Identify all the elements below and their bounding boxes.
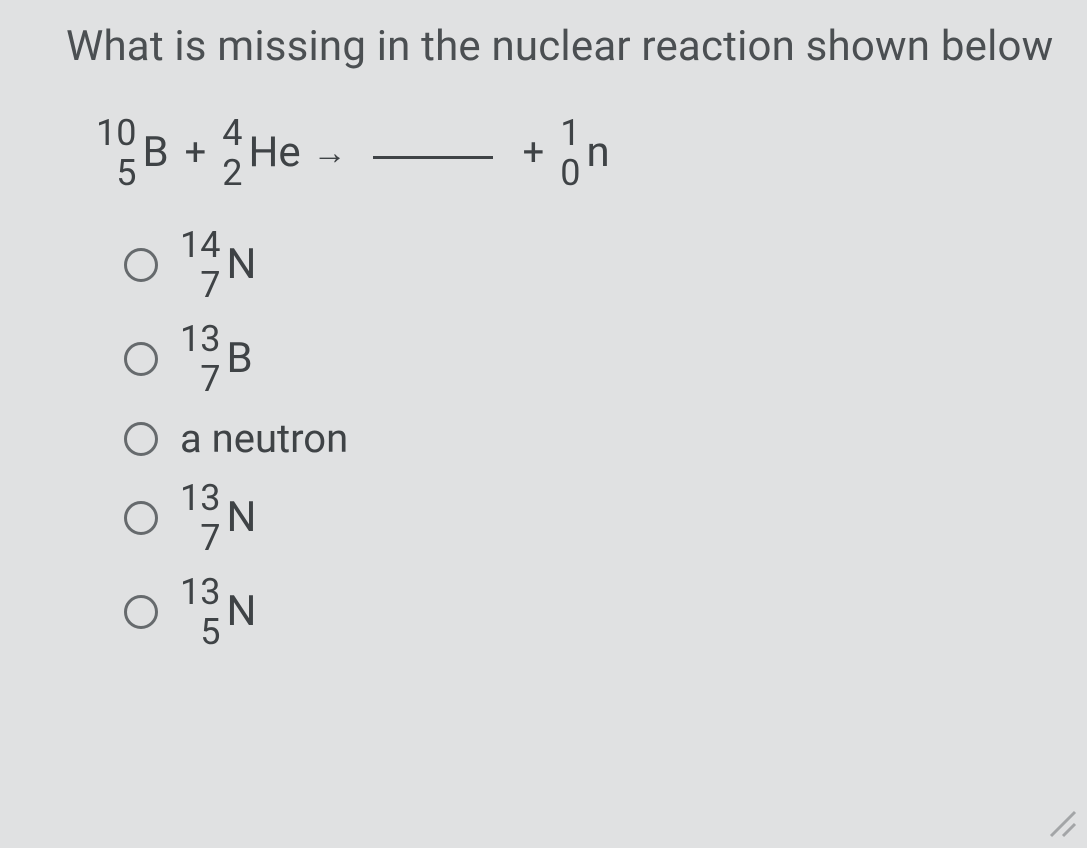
radio-icon <box>124 422 158 456</box>
element-symbol: B <box>226 338 252 380</box>
nuclide-numbers: 1 0 <box>560 115 580 191</box>
element-symbol: n <box>586 132 609 174</box>
mass-number: 1 <box>560 115 580 151</box>
option-nuclide: 14 7 N <box>180 227 256 303</box>
atomic-number: 7 <box>200 520 220 556</box>
question-text: What is missing in the nuclear reaction … <box>66 22 1087 71</box>
element-symbol: N <box>226 591 256 633</box>
radio-icon <box>124 595 158 629</box>
mass-number: 13 <box>180 321 220 357</box>
atomic-number: 7 <box>200 267 220 303</box>
atomic-number: 0 <box>560 155 580 191</box>
radio-icon <box>124 342 158 376</box>
answer-options: 14 7 N 13 7 B a neutron <box>124 227 1087 650</box>
nuclide-numbers: 13 7 <box>180 321 220 397</box>
element-symbol: N <box>226 244 256 286</box>
reaction-equation: 10 5 B + 4 2 He → + 1 0 n <box>96 115 1087 191</box>
radio-icon <box>124 501 158 535</box>
quiz-page: What is missing in the nuclear reaction … <box>0 0 1087 650</box>
option-3[interactable]: a neutron <box>124 415 1087 462</box>
option-text: a neutron <box>180 415 348 462</box>
nuclide-numbers: 4 2 <box>222 115 242 191</box>
atomic-number: 5 <box>200 614 220 650</box>
plus-operator: + <box>523 131 545 175</box>
atomic-number: 2 <box>222 155 242 191</box>
nuclide-numbers: 13 5 <box>180 574 220 650</box>
element-symbol: N <box>226 497 256 539</box>
plus-operator: + <box>185 131 207 175</box>
option-nuclide: 13 5 N <box>180 574 256 650</box>
reactant-helium: 4 2 He <box>222 115 300 191</box>
option-2[interactable]: 13 7 B <box>124 321 1087 397</box>
mass-number: 14 <box>180 227 220 263</box>
radio-icon <box>124 248 158 282</box>
mass-number: 10 <box>96 115 136 151</box>
option-4[interactable]: 13 7 N <box>124 480 1087 556</box>
option-nuclide: 13 7 N <box>180 480 256 556</box>
mass-number: 4 <box>222 115 242 151</box>
product-neutron: 1 0 n <box>560 115 609 191</box>
nuclide-numbers: 13 7 <box>180 480 220 556</box>
atomic-number: 5 <box>116 155 136 191</box>
option-1[interactable]: 14 7 N <box>124 227 1087 303</box>
element-symbol: B <box>142 132 168 174</box>
missing-blank <box>373 156 493 159</box>
option-nuclide: 13 7 B <box>180 321 253 397</box>
element-symbol: He <box>248 132 300 174</box>
option-5[interactable]: 13 5 N <box>124 574 1087 650</box>
reactant-boron: 10 5 B <box>96 115 169 191</box>
reaction-arrow: → <box>313 133 347 173</box>
mass-number: 13 <box>180 574 220 610</box>
resize-corner-icon <box>1045 806 1081 842</box>
nuclide-numbers: 10 5 <box>96 115 136 191</box>
nuclide-numbers: 14 7 <box>180 227 220 303</box>
atomic-number: 7 <box>200 361 220 397</box>
mass-number: 13 <box>180 480 220 516</box>
